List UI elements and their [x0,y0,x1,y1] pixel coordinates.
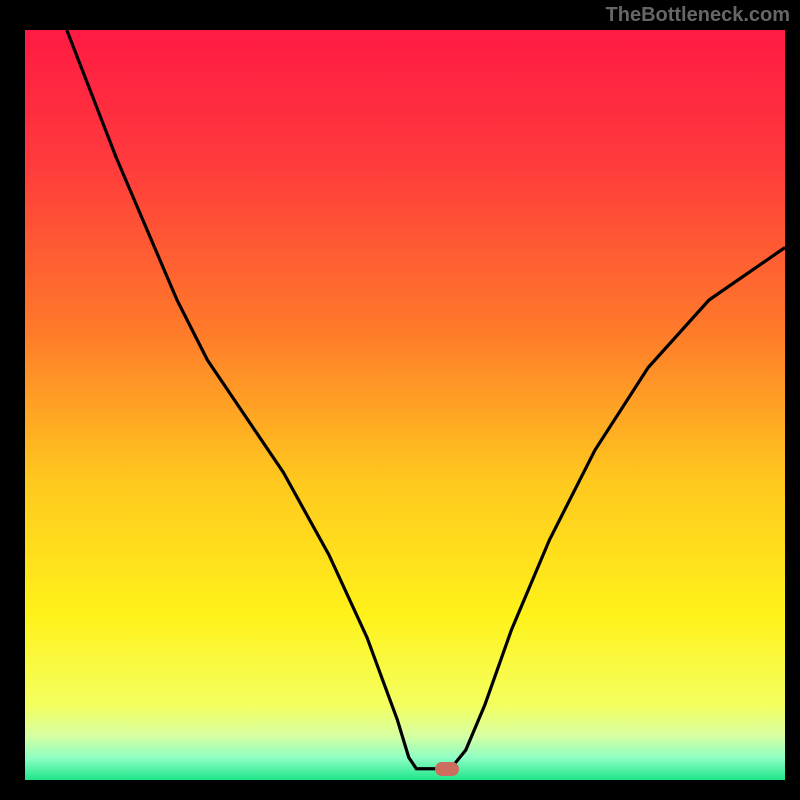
plot-area [25,30,785,780]
optimal-marker [435,762,459,776]
curve-path [67,30,785,769]
watermark-text: TheBottleneck.com [606,4,790,27]
bottleneck-curve [25,30,785,780]
chart-container: TheBottleneck.com [0,0,800,800]
